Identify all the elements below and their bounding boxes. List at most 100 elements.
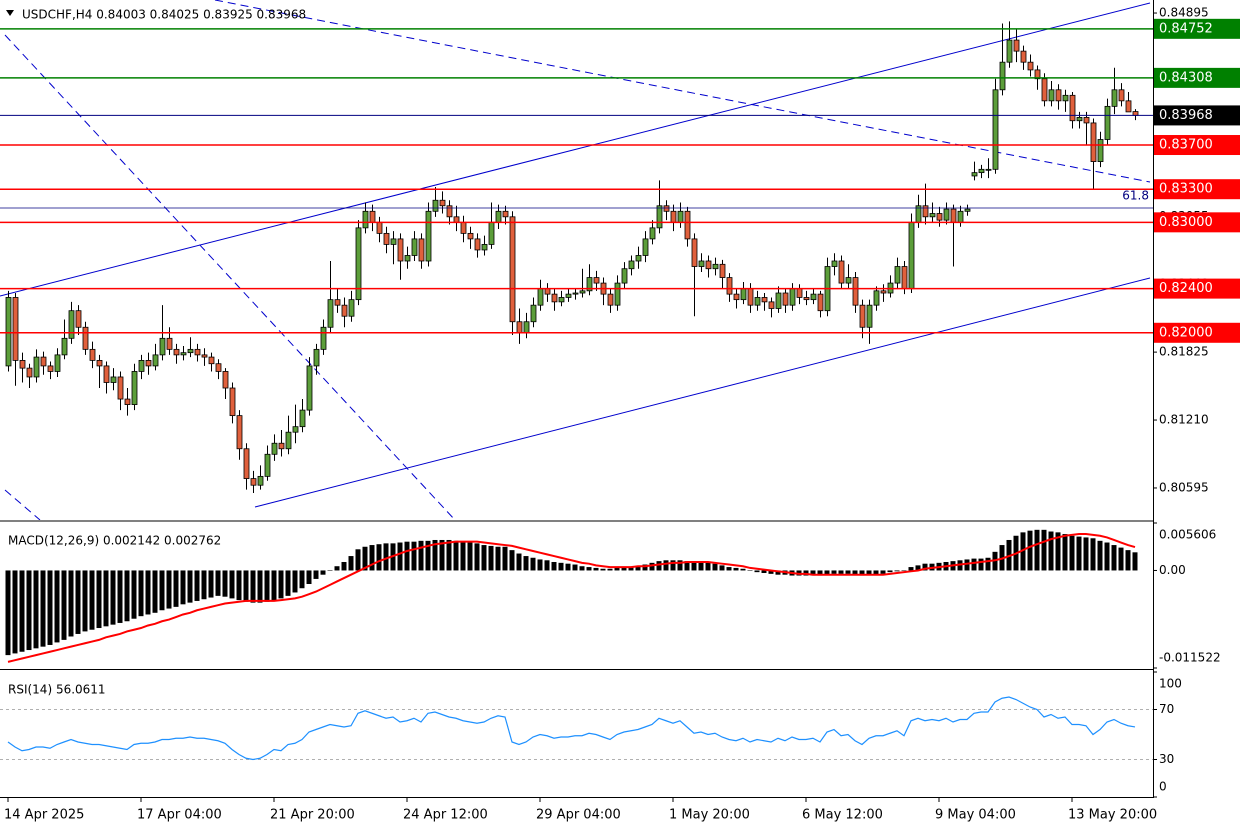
macd-bar (110, 570, 116, 625)
y-tick-label: 0 (1159, 780, 1167, 794)
candle-body (838, 260, 845, 284)
macd-bar (565, 563, 571, 571)
macd-bar (432, 539, 438, 571)
macd-bar (656, 561, 662, 571)
macd-bar (222, 570, 228, 597)
macd-bar (355, 549, 361, 571)
candle-body (684, 210, 691, 240)
candle-body (12, 297, 19, 361)
macd-bar (411, 541, 417, 571)
candle-body (621, 268, 628, 284)
candle-body (803, 297, 810, 301)
macd-bar (82, 570, 88, 632)
candle-body (705, 260, 712, 270)
candle-body (740, 288, 747, 301)
macd-bar (642, 564, 648, 571)
macd-bar (362, 546, 368, 571)
macd-bar (593, 567, 599, 571)
candle-body (320, 326, 327, 350)
y-tick-label: 100 (1159, 677, 1182, 691)
macd-bar (292, 570, 298, 593)
macd-bar (425, 540, 431, 571)
macd-bar (96, 570, 102, 629)
candle-body (145, 359, 152, 367)
candle-body (733, 293, 740, 301)
candle-body (138, 359, 145, 372)
level-box (1154, 179, 1240, 200)
candle-body (831, 260, 838, 267)
macd-bar (831, 570, 837, 574)
macd-bar (215, 570, 221, 596)
macd-bar (68, 570, 74, 637)
x-tick-label: 1 May 20:00 (669, 808, 750, 823)
macd-bar (383, 543, 389, 571)
level-label: 0.83300 (1159, 182, 1213, 197)
candle-body (432, 199, 439, 212)
macd-bar (1062, 534, 1068, 571)
candle-body (971, 172, 978, 177)
macd-bar (320, 570, 326, 575)
candle-body (250, 478, 257, 486)
y-tick-label: 0.84895 (1159, 6, 1209, 20)
macd-bar (873, 570, 879, 575)
candle-body (551, 293, 558, 303)
candle-body (390, 238, 397, 245)
macd-bar (187, 570, 193, 603)
candle-body (369, 210, 376, 223)
candle-body (215, 363, 222, 372)
macd-bar (152, 570, 158, 613)
level-label: 0.83700 (1159, 138, 1213, 153)
macd-bar (89, 570, 95, 630)
macd-bar (880, 570, 886, 574)
candle-body (131, 371, 138, 405)
candle-body (82, 326, 89, 350)
macd-bar (600, 568, 606, 571)
macd-bar (691, 561, 697, 571)
candle-body (1062, 94, 1069, 102)
macd-bar (299, 570, 305, 589)
candle-body (523, 321, 530, 334)
candle-body (474, 238, 481, 251)
macd-bar (1020, 532, 1026, 571)
macd-bar (285, 570, 291, 596)
candle-body (481, 244, 488, 251)
candle-body (376, 221, 383, 234)
macd-bar (194, 570, 200, 601)
candle-body (1069, 94, 1076, 122)
candle-body (495, 210, 502, 223)
y-tick-label: 30 (1159, 752, 1174, 766)
candle-body (1055, 89, 1062, 102)
candle-body (1048, 89, 1055, 102)
candle-body (1027, 61, 1034, 71)
level-box (1154, 105, 1240, 126)
y-tick-label: 0.005606 (1159, 528, 1216, 542)
x-tick-label: 29 Apr 04:00 (536, 808, 621, 823)
macd-bar (740, 568, 746, 571)
macd-bar (334, 566, 340, 571)
candle-body (607, 293, 614, 306)
macd-bar (145, 570, 151, 615)
macd-bar (278, 570, 284, 599)
candle-body (243, 448, 250, 479)
candle-body (292, 426, 299, 433)
candle-body (1104, 105, 1111, 140)
candle-body (985, 168, 992, 171)
candle-body (460, 221, 467, 234)
macd-bar (166, 570, 172, 609)
macd-bar (523, 556, 529, 571)
candle-body (397, 238, 404, 262)
candle-body (747, 288, 754, 306)
candle-body (285, 431, 292, 450)
macd-bar (509, 550, 515, 571)
macd-bar (1076, 536, 1082, 571)
candle-body (229, 387, 236, 417)
macd-bar (439, 539, 445, 571)
macd-bar (607, 568, 613, 571)
macd-bar (1034, 529, 1040, 571)
x-tick-label: 13 May 20:00 (1068, 808, 1157, 823)
macd-bar (103, 570, 109, 627)
candle-body (992, 89, 999, 170)
macd-bar (1118, 547, 1124, 571)
macd-bar (306, 570, 312, 585)
